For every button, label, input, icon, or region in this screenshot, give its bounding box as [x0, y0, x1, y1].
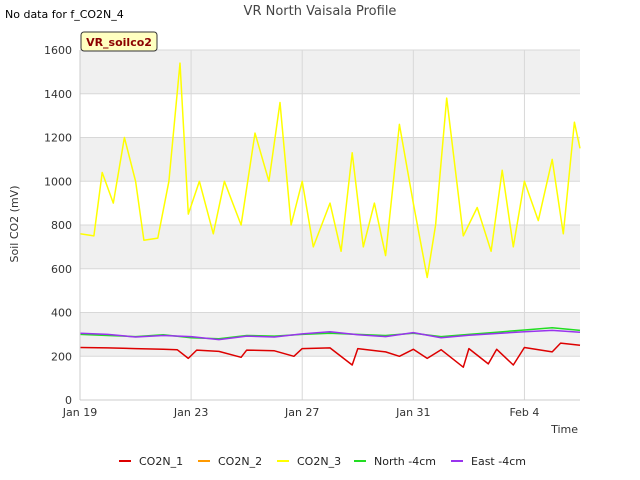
x-axis-label: Time — [550, 423, 578, 436]
x-tick-label: Jan 19 — [62, 406, 97, 419]
x-tick-label: Jan 27 — [284, 406, 319, 419]
y-tick-label: 0 — [65, 394, 72, 407]
legend-label: CO2N_2 — [218, 455, 262, 468]
plot-band — [80, 50, 580, 94]
x-tick-label: Jan 23 — [173, 406, 208, 419]
legend-label: CO2N_1 — [139, 455, 183, 468]
badge: VR_soilco2 — [80, 31, 158, 52]
grid-lines — [79, 49, 580, 401]
series-line-co2n-1 — [79, 342, 581, 368]
no-data-note: No data for f_CO2N_4 — [5, 8, 124, 21]
legend-label: North -4cm — [374, 455, 436, 468]
legend-label: CO2N_3 — [297, 455, 341, 468]
plot-background — [80, 50, 580, 400]
legend: CO2N_1 CO2N_2 CO2N_3 North -4cm East -4cm — [119, 455, 526, 468]
plot-band — [80, 137, 580, 182]
legend-label: East -4cm — [471, 455, 526, 468]
chart-title: VR North Vaisala Profile — [244, 4, 397, 19]
axes: 0 200 400 600 800 1000 1200 1400 1600 Jan 19 Jan 2… — [44, 44, 580, 419]
plot-band — [80, 225, 580, 269]
series-layer — [79, 62, 581, 368]
x-tick-label: Feb 4 — [509, 406, 539, 419]
y-tick-label: 800 — [51, 219, 72, 232]
badge-label: VR_soilco2 — [86, 36, 152, 49]
y-axis-label: Soil CO2 (mV) — [8, 186, 21, 263]
badge-box — [80, 31, 158, 52]
y-tick-label: 400 — [51, 307, 72, 320]
y-tick-label: 200 — [51, 350, 72, 363]
y-tick-label: 600 — [51, 263, 72, 276]
y-tick-label: 1000 — [44, 175, 72, 188]
series-line-co2n-3 — [79, 62, 581, 279]
y-tick-label: 1600 — [44, 44, 72, 57]
series-line-east-4cm — [79, 329, 581, 341]
y-tick-label: 1200 — [44, 132, 72, 145]
y-tick-label: 1400 — [44, 88, 72, 101]
x-tick-label: Jan 31 — [395, 406, 430, 419]
